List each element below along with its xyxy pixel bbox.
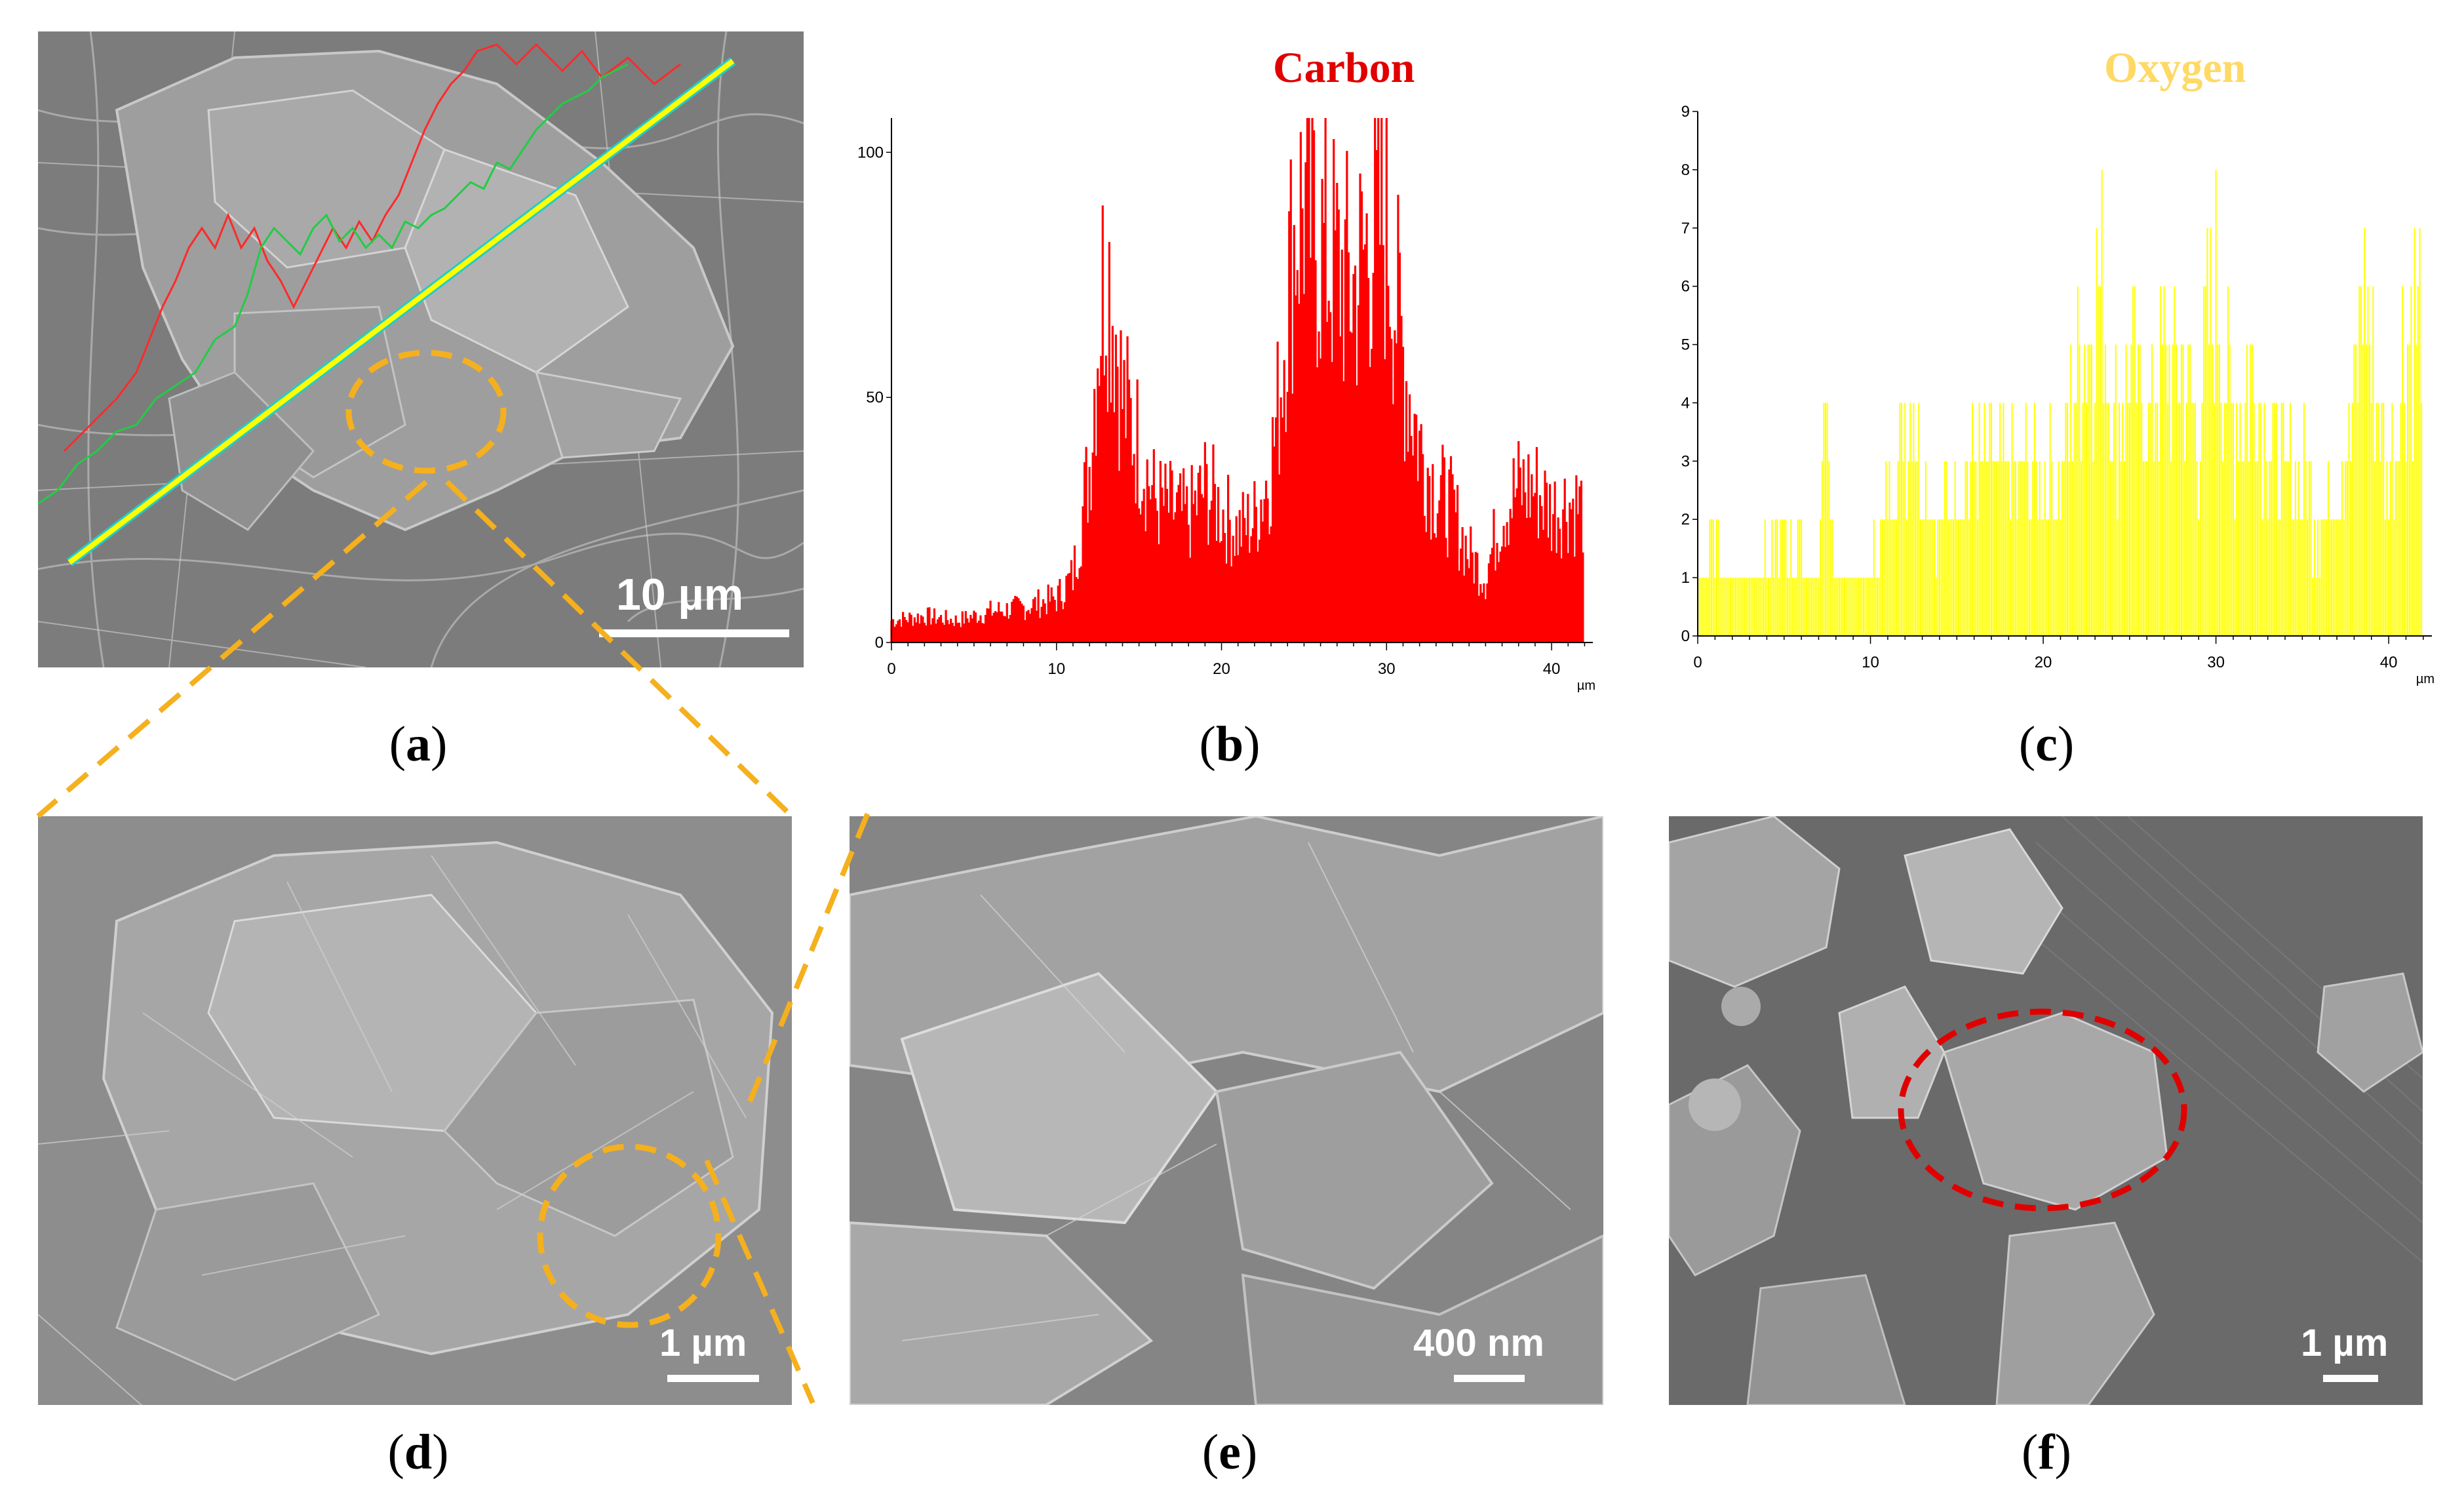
oxygen-y-tick-label: 1 xyxy=(1681,569,1690,587)
oxygen-y-tick-label: 3 xyxy=(1681,452,1690,470)
oxygen-x-tick-label: 40 xyxy=(2380,654,2398,671)
label-d: d xyxy=(404,1425,433,1480)
scale-bar-d xyxy=(667,1375,759,1382)
scale-bar-e xyxy=(1454,1375,1525,1382)
carbon-bars xyxy=(890,118,1584,642)
oxygen-x-unit: µm xyxy=(2416,672,2435,686)
label-a: a xyxy=(406,717,431,772)
oxygen-y-tick-label: 6 xyxy=(1681,278,1690,296)
sem-texture-e xyxy=(850,816,1603,1405)
label-e: e xyxy=(1219,1425,1241,1480)
oxygen-x-tick-label: 0 xyxy=(1693,654,1702,671)
oxygen-y-tick-label: 2 xyxy=(1681,511,1690,528)
carbon-x-tick-label: 10 xyxy=(1047,660,1065,678)
oxygen-bars xyxy=(1697,169,2423,636)
caption-e: (e) xyxy=(1202,1425,1258,1480)
scale-bar-label-e: 400 nm xyxy=(1413,1322,1544,1364)
scale-bar-label-d: 1 µm xyxy=(659,1322,747,1364)
panel-e-sem-image: 400 nm xyxy=(850,816,1603,1405)
oxygen-x-tick-label: 30 xyxy=(2207,654,2225,671)
highlight-circle-f xyxy=(1898,1008,2187,1212)
scale-bar-label-f: 1 µm xyxy=(2301,1322,2389,1364)
oxygen-x-tick-label: 20 xyxy=(2035,654,2052,671)
sem-texture-f xyxy=(1669,816,2423,1405)
panel-d-sem-image: 1 µm xyxy=(38,816,792,1405)
oxygen-y-tick-label: 8 xyxy=(1681,161,1690,179)
label-c: c xyxy=(2035,717,2058,772)
scale-bar-f xyxy=(2323,1375,2378,1382)
caption-f: (f) xyxy=(2022,1425,2071,1480)
caption-a: (a) xyxy=(389,717,448,772)
panel-a-sem-image: 10 µm xyxy=(38,31,804,667)
oxygen-x-tick-label: 10 xyxy=(1862,654,1879,671)
caption-c: (c) xyxy=(2018,717,2075,772)
highlight-circle-a xyxy=(345,349,507,474)
oxygen-y-tick-label: 7 xyxy=(1681,220,1690,237)
chart-title-carbon: Carbon xyxy=(1273,44,1415,92)
carbon-y-tick-label: 0 xyxy=(875,634,884,652)
sem-texture-d xyxy=(38,816,792,1405)
oxygen-plot: 0 10 20 30 40 0 1 2 3 4 5 6 7 8 9 µm xyxy=(1681,103,2435,686)
scale-bar-a xyxy=(599,629,789,637)
panel-b-carbon-chart: Carbon 0 10 20 30 40 0 50 100 µm xyxy=(846,26,1619,715)
caption-d: (d) xyxy=(387,1425,449,1480)
carbon-x-tick-label: 30 xyxy=(1378,660,1396,678)
panel-c-oxygen-chart: Oxygen 0 10 20 30 40 0 1 2 3 4 5 6 7 8 9 µm xyxy=(1652,26,2464,715)
carbon-x-tick-label: 40 xyxy=(1543,660,1561,678)
oxygen-y-tick-label: 4 xyxy=(1681,394,1690,412)
carbon-y-tick-label: 50 xyxy=(866,389,884,406)
label-f: f xyxy=(2038,1425,2055,1480)
oxygen-y-tick-label: 5 xyxy=(1681,336,1690,354)
oxygen-y-tick-label: 9 xyxy=(1681,103,1690,121)
oxygen-y-tick-label: 0 xyxy=(1681,627,1690,645)
scale-bar-label-a: 10 µm xyxy=(616,570,744,620)
carbon-x-tick-label: 20 xyxy=(1213,660,1230,678)
carbon-y-tick-label: 100 xyxy=(857,144,884,161)
sem-texture-a xyxy=(38,31,804,667)
chart-title-oxygen: Oxygen xyxy=(2104,44,2246,92)
caption-b: (b) xyxy=(1199,717,1261,772)
carbon-x-tick-label: 0 xyxy=(887,660,895,678)
carbon-x-unit: µm xyxy=(1577,679,1595,693)
carbon-plot: 0 10 20 30 40 0 50 100 µm xyxy=(857,118,1595,693)
label-b: b xyxy=(1215,717,1244,772)
scan-line xyxy=(68,58,735,565)
panel-f-sem-image: 1 µm xyxy=(1669,816,2423,1405)
